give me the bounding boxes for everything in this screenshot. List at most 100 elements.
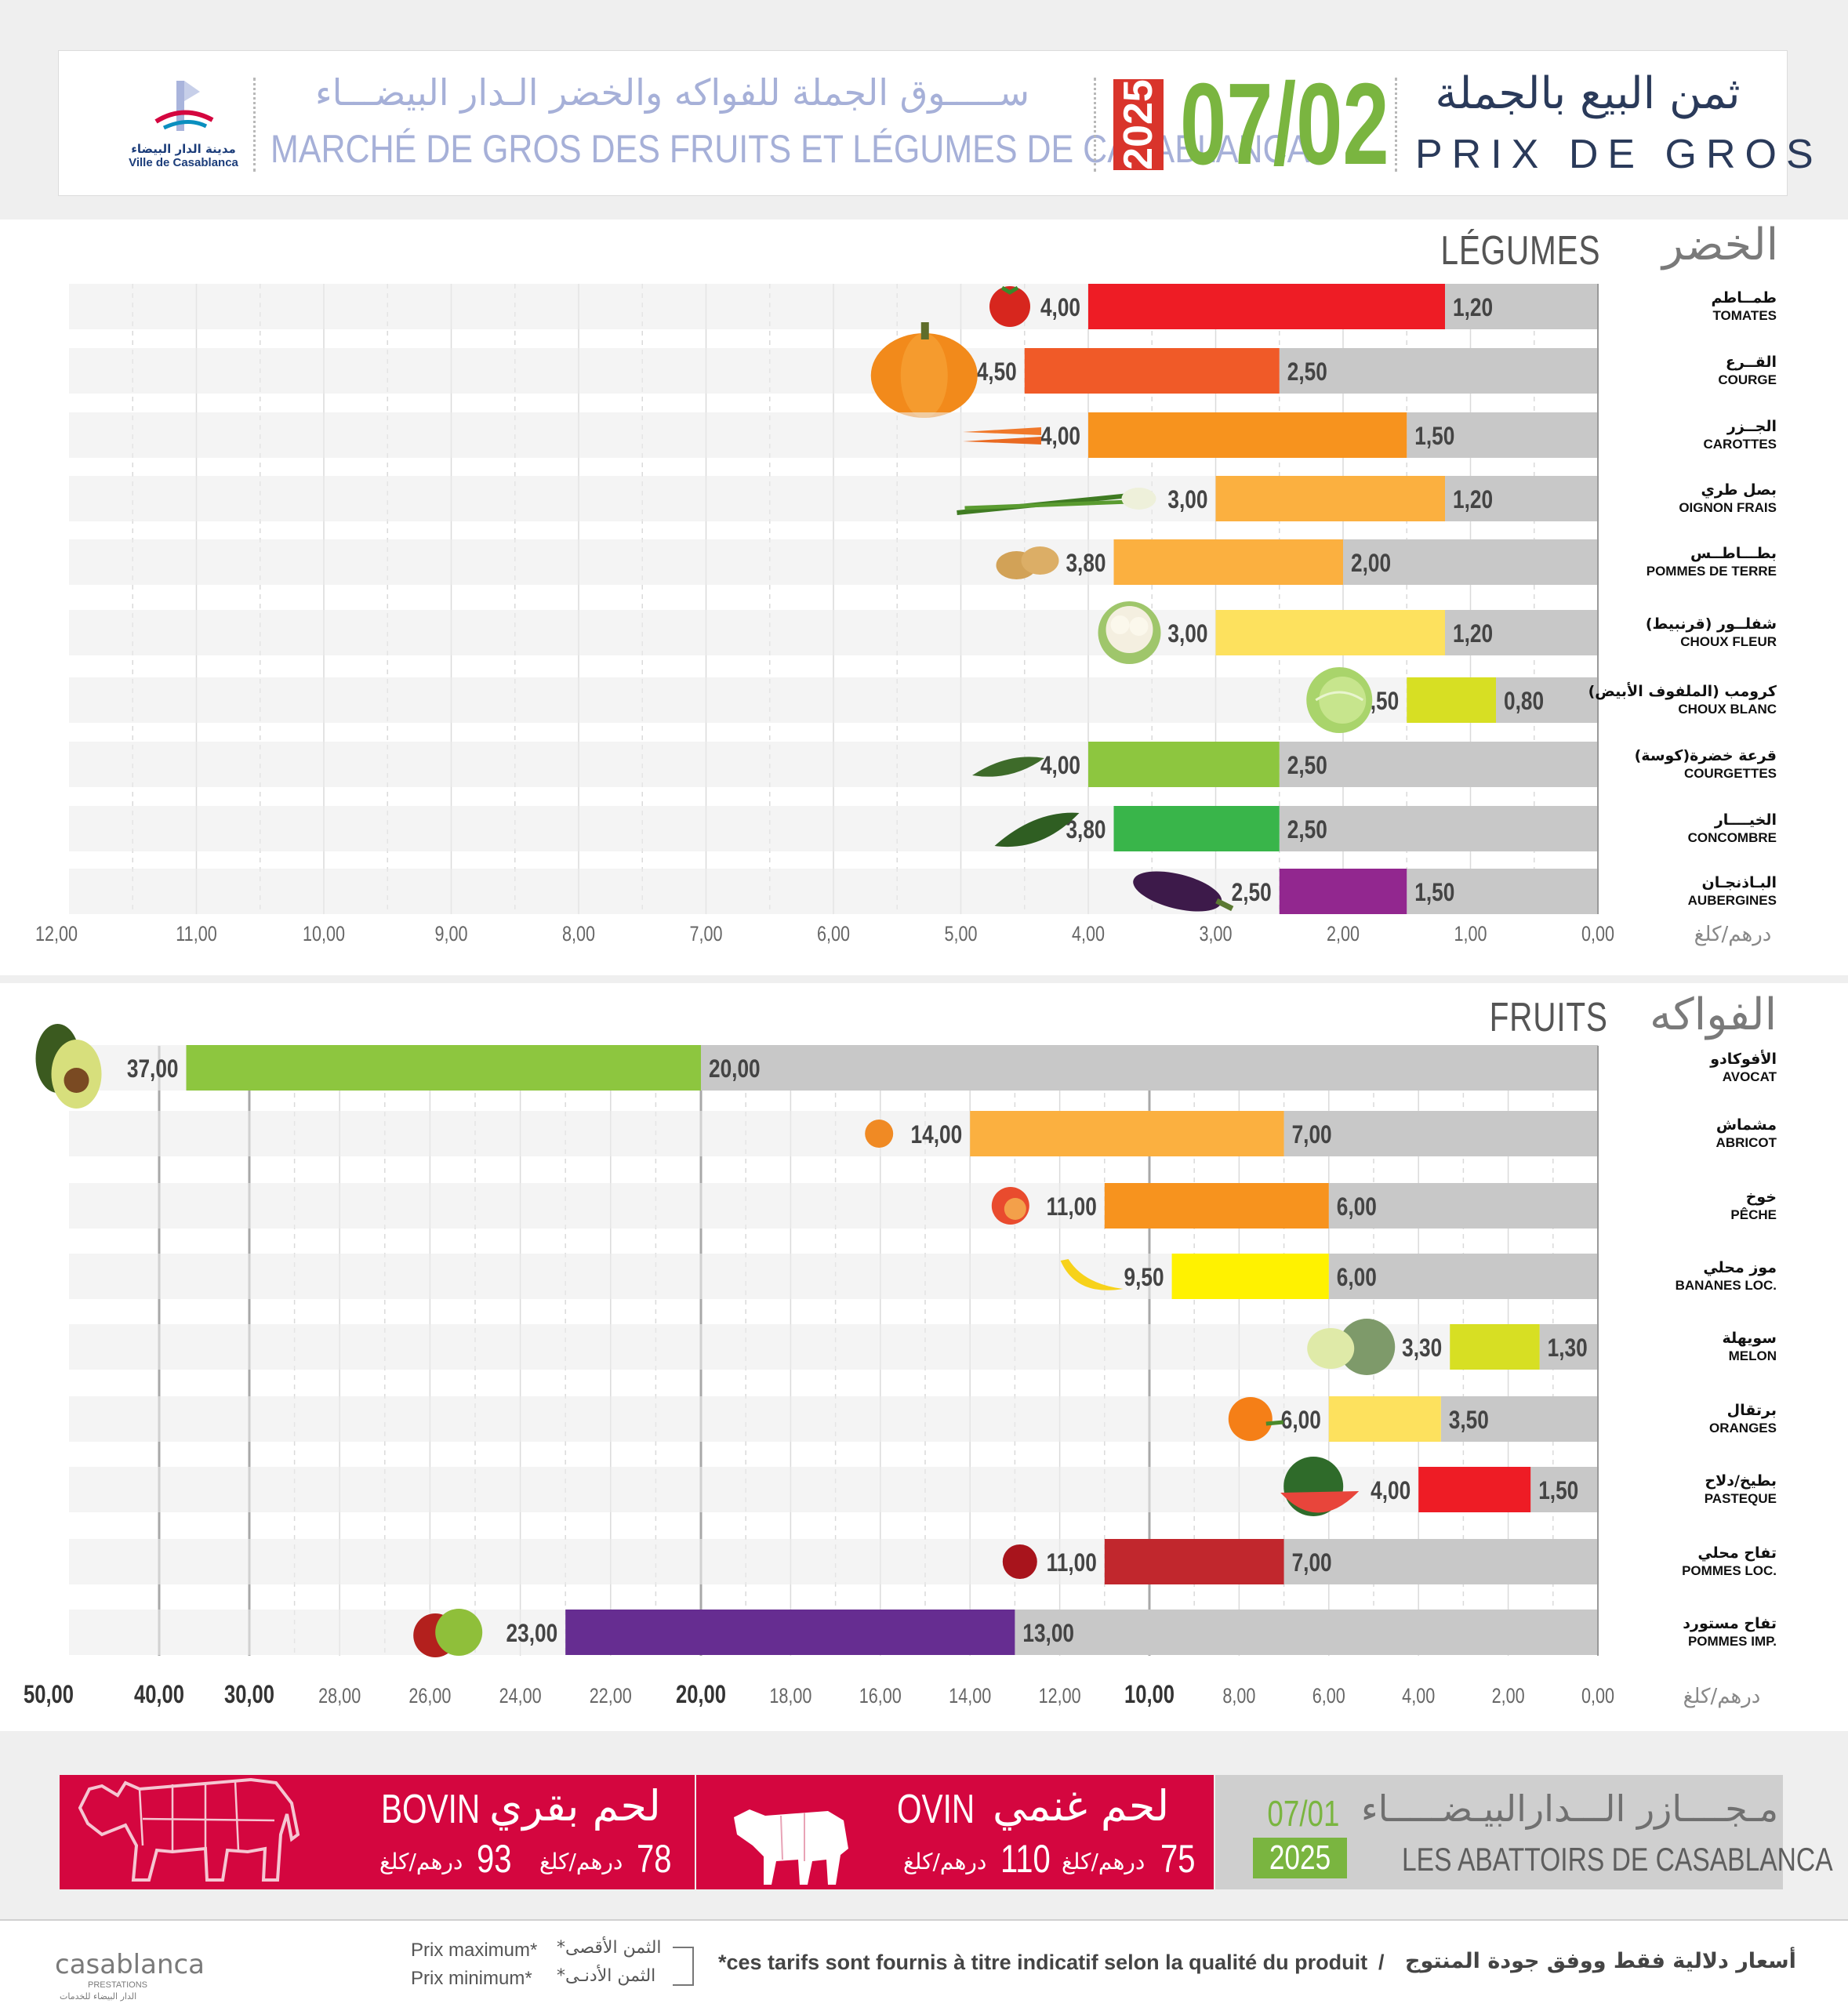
bovin-min-price: 78: [637, 1837, 672, 1881]
bar-max-pommes imp.: [565, 1610, 1015, 1655]
row-melon-label-french: MELON: [1728, 1348, 1777, 1363]
ovin-max-price: 110: [1000, 1837, 1051, 1881]
value-min-label: 1,50: [1414, 880, 1454, 907]
row-choux-blanc-label-arabic: كرومب (الملفوف الأبيض): [1588, 683, 1777, 700]
tick-label: 2,00: [1327, 923, 1360, 946]
bar-min-avocat: [701, 1045, 1598, 1091]
axis-unit-label: درهم/كلغ: [1694, 923, 1772, 946]
tick-label: 26,00: [408, 1685, 451, 1708]
bar-max-avocat: [186, 1045, 701, 1091]
bar-min-courgettes: [1279, 742, 1598, 787]
bar-min-oignon frais: [1445, 476, 1598, 521]
bar-max-tomates: [1088, 284, 1445, 329]
city-logo-icon: [154, 81, 214, 131]
value-max-label: 4,00: [1040, 295, 1080, 322]
melon-icon: [1307, 1319, 1396, 1375]
value-min-label: 2,50: [1287, 817, 1327, 844]
ovin-min-unit: درهم/كلغ: [1062, 1849, 1145, 1875]
tick-label: 5,00: [944, 923, 977, 946]
tick-label: 8,00: [562, 923, 595, 946]
value-max-label: 4,00: [1040, 423, 1080, 451]
tick-label: 8,00: [1222, 1685, 1255, 1708]
value-min-label: 7,00: [1292, 1122, 1332, 1149]
bar-min-oranges: [1440, 1396, 1598, 1442]
zucchini-icon: [972, 757, 1044, 777]
bar-min-courge: [1279, 348, 1598, 394]
row-pommes-loc--label-french: POMMES LOC.: [1682, 1563, 1777, 1578]
title-french: PRIX DE GROS: [1415, 132, 1823, 177]
tick-label: 1,00: [1454, 923, 1487, 946]
bovin-max-unit: درهم/كلغ: [379, 1849, 463, 1875]
disclaimer-separator: /: [1378, 1951, 1385, 1974]
banana-icon: [1060, 1259, 1124, 1290]
row-carottes-label-arabic: الجــزر: [1726, 418, 1777, 435]
row-concombre-label-french: CONCOMBRE: [1687, 830, 1777, 845]
value-min-label: 2,00: [1351, 550, 1391, 578]
title-arabic: ثمن البيع بالجملة: [1435, 68, 1741, 119]
tick-label: 50,00: [24, 1681, 74, 1708]
row-pasteque-label-french: PASTEQUE: [1704, 1491, 1777, 1506]
value-max-label: 3,80: [1066, 550, 1106, 578]
disclaimer-ar: أسعار دلالية فقط ووفق جودة المنتوج: [1405, 1949, 1796, 1973]
peach-icon: [991, 1187, 1029, 1225]
sheep-icon: [734, 1809, 848, 1885]
legend-min-ar: *الثمن الأدنـى: [557, 1966, 656, 1986]
value-min-label: 2,50: [1287, 753, 1327, 780]
carrot-icon: [963, 427, 1041, 445]
row-pasteque-label-arabic: بطيخ/دلاح: [1705, 1472, 1777, 1490]
logo-french: Ville de Casablanca: [129, 156, 238, 169]
row-tomates-label-french: TOMATES: [1712, 308, 1777, 323]
bar-max-abricot: [970, 1111, 1284, 1156]
bar-max-courgettes: [1088, 742, 1280, 787]
tick-label: 4,00: [1072, 923, 1105, 946]
bar-min-melon: [1539, 1324, 1598, 1370]
value-max-label: 3,80: [1066, 817, 1106, 844]
bar-max-melon: [1450, 1324, 1540, 1370]
row-choux-blanc-label-french: CHOUX BLANC: [1678, 702, 1777, 717]
bar-max-aubergines: [1279, 869, 1407, 914]
tick-label: 6,00: [817, 923, 850, 946]
fruits-title-french: FRUITS: [1489, 995, 1608, 1040]
tick-label: 12,00: [1039, 1685, 1081, 1708]
value-min-label: 7,00: [1292, 1550, 1332, 1577]
row-concombre-label-arabic: الخيــــار: [1714, 811, 1777, 829]
cow-icon: [78, 1777, 300, 1882]
bar-max-courge: [1024, 348, 1280, 394]
value-max-label: 6,00: [1281, 1407, 1321, 1435]
bovin-min-unit: درهم/كلغ: [539, 1849, 623, 1875]
bar-max-choux fleur: [1215, 610, 1445, 655]
bar-min-pasteque: [1530, 1467, 1598, 1512]
row-avocat-label-french: AVOCAT: [1722, 1069, 1777, 1084]
row-oranges-label-arabic: برتقال: [1726, 1402, 1777, 1419]
tick-label: 14,00: [949, 1685, 991, 1708]
row-avocat-label-arabic: الأفوكادو: [1710, 1051, 1777, 1068]
value-min-label: 1,30: [1548, 1335, 1588, 1363]
legend-bracket-icon: [673, 1947, 694, 1986]
row-oranges-label-french: ORANGES: [1709, 1421, 1777, 1435]
bovin-max-price: 93: [477, 1837, 512, 1881]
legend-min-fr: Prix minimum*: [411, 1968, 532, 1989]
row-bananes-loc--label-french: BANANES LOC.: [1675, 1278, 1777, 1293]
bovin-box: [60, 1775, 695, 1889]
bar-min-tomates: [1445, 284, 1598, 329]
bar-min-pommes de terre: [1343, 539, 1598, 585]
value-min-label: 1,20: [1453, 487, 1493, 514]
ovin-title-arabic: لحم غنمي: [993, 1781, 1170, 1831]
axis-unit-label: درهم/كلغ: [1683, 1685, 1761, 1708]
brand-sub: PRESTATIONS: [88, 1980, 147, 1990]
year-badge: 2025: [1113, 79, 1164, 170]
tick-label: 0,00: [1581, 923, 1614, 946]
tick-label: 28,00: [318, 1685, 361, 1708]
value-min-label: 2,50: [1287, 359, 1327, 387]
value-max-label: 4,00: [1371, 1478, 1411, 1505]
disclaimer-fr: *ces tarifs sont fournis à titre indicat…: [718, 1951, 1368, 1974]
tick-label: 7,00: [689, 923, 722, 946]
bar-min-pommes imp.: [1015, 1610, 1598, 1655]
legend-max-ar: *الثمن الأقصى: [557, 1938, 662, 1958]
value-min-label: 13,00: [1022, 1620, 1074, 1648]
meat-banner: BOVIN لحم بقري 93 درهم/كلغ 78 درهم/كلغ O…: [60, 1775, 1833, 1889]
row-pommes-imp--label-arabic: تفاح مستورد: [1683, 1615, 1777, 1632]
value-min-label: 0,80: [1504, 688, 1544, 716]
